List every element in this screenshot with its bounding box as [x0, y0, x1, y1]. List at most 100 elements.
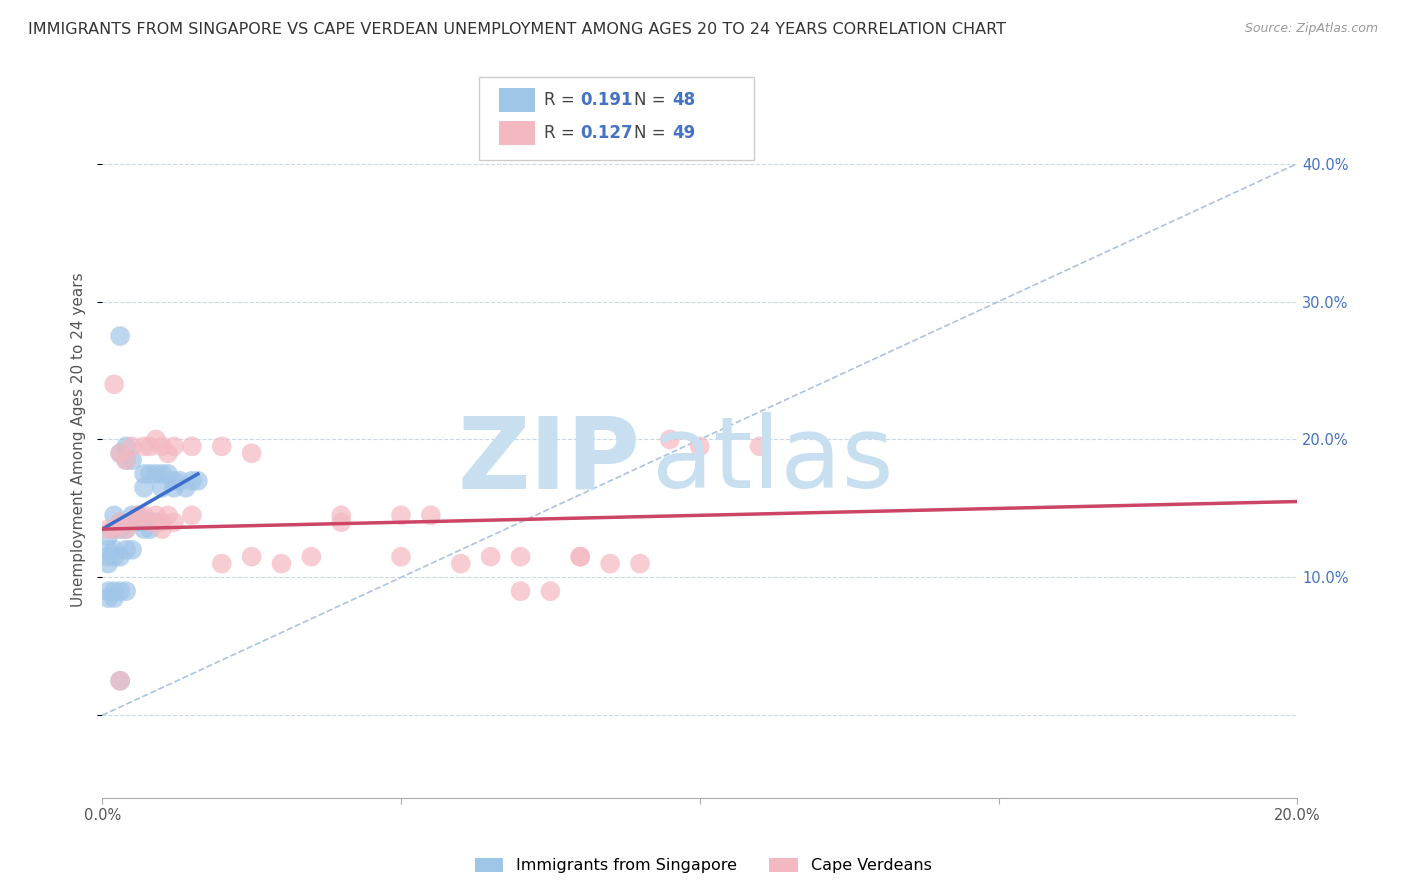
Point [108, 673, 131, 688]
Point [108, 446, 131, 460]
Point [115, 453, 138, 467]
Point [115, 439, 138, 453]
Y-axis label: Unemployment Among Ages 20 to 24 years: Unemployment Among Ages 20 to 24 years [72, 272, 86, 607]
Point [132, 467, 155, 481]
Point [108, 584, 131, 599]
Point [150, 481, 173, 495]
Point [132, 522, 155, 536]
Point [115, 522, 138, 536]
Point [108, 522, 131, 536]
Point [538, 584, 561, 599]
Text: 0.127: 0.127 [581, 123, 633, 142]
Point [509, 549, 531, 564]
Point [103, 591, 125, 605]
Point [330, 515, 353, 529]
Point [389, 508, 412, 523]
Point [108, 515, 131, 529]
Point [479, 549, 502, 564]
Point [180, 474, 202, 488]
Point [132, 481, 155, 495]
Point [115, 542, 138, 557]
Point [211, 439, 233, 453]
Point [156, 467, 179, 481]
Point [127, 515, 149, 529]
Point [145, 467, 167, 481]
Point [127, 508, 149, 523]
Point [103, 542, 125, 557]
Point [240, 446, 263, 460]
Point [150, 522, 173, 536]
Point [108, 515, 131, 529]
Point [150, 515, 173, 529]
Text: 49: 49 [672, 123, 696, 142]
Point [145, 515, 167, 529]
Point [108, 446, 131, 460]
Point [169, 474, 191, 488]
Point [299, 549, 322, 564]
Point [187, 474, 209, 488]
Point [115, 453, 138, 467]
Text: N =: N = [634, 123, 671, 142]
Text: R =: R = [544, 90, 581, 109]
Point [121, 515, 143, 529]
Point [108, 673, 131, 688]
Point [156, 446, 179, 460]
Text: ZIP: ZIP [457, 412, 640, 509]
Point [97, 557, 120, 571]
Point [115, 522, 138, 536]
Point [628, 557, 651, 571]
Text: atlas: atlas [652, 412, 894, 509]
Point [97, 522, 120, 536]
Point [163, 474, 186, 488]
Point [103, 584, 125, 599]
Point [139, 515, 162, 529]
Point [569, 549, 592, 564]
Point [139, 522, 162, 536]
Point [103, 549, 125, 564]
Point [97, 542, 120, 557]
Point [121, 542, 143, 557]
Point [132, 439, 155, 453]
Text: Source: ZipAtlas.com: Source: ZipAtlas.com [1244, 22, 1378, 36]
Point [689, 439, 711, 453]
Point [108, 329, 131, 343]
Point [748, 439, 770, 453]
Point [330, 508, 353, 523]
Point [156, 508, 179, 523]
Point [419, 508, 441, 523]
Point [163, 439, 186, 453]
Point [211, 557, 233, 571]
Point [509, 584, 531, 599]
Point [121, 453, 143, 467]
Point [163, 515, 186, 529]
Point [145, 508, 167, 523]
Point [139, 439, 162, 453]
Point [103, 508, 125, 523]
Point [389, 549, 412, 564]
Text: R =: R = [544, 123, 581, 142]
Point [103, 522, 125, 536]
Point [108, 549, 131, 564]
Point [121, 515, 143, 529]
Point [97, 591, 120, 605]
Legend: Immigrants from Singapore, Cape Verdeans: Immigrants from Singapore, Cape Verdeans [468, 851, 938, 880]
FancyBboxPatch shape [499, 121, 534, 145]
Point [180, 439, 202, 453]
Point [163, 481, 186, 495]
Point [127, 508, 149, 523]
Point [97, 529, 120, 543]
Point [270, 557, 292, 571]
Point [115, 584, 138, 599]
Point [97, 549, 120, 564]
Point [132, 515, 155, 529]
Point [150, 439, 173, 453]
Point [174, 481, 197, 495]
Point [145, 433, 167, 447]
Point [450, 557, 472, 571]
Text: 48: 48 [672, 90, 696, 109]
Point [569, 549, 592, 564]
Point [150, 467, 173, 481]
Point [139, 515, 162, 529]
Point [103, 377, 125, 392]
Point [599, 557, 621, 571]
